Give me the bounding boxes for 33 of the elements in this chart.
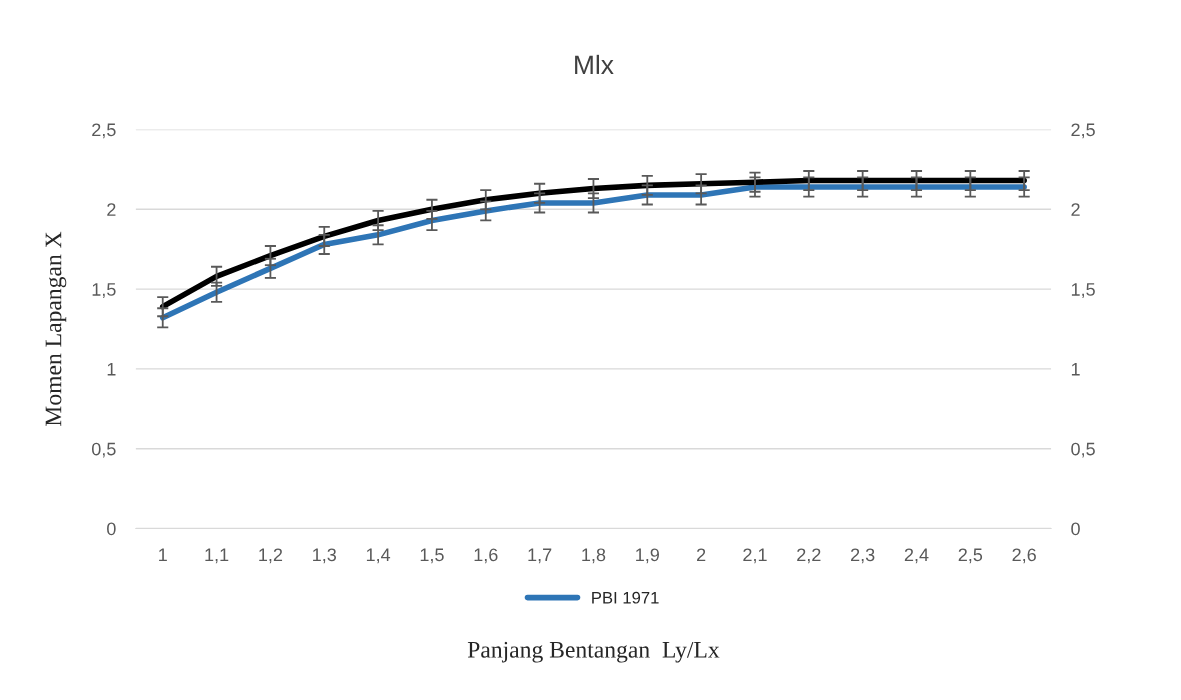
- x-axis-title: Panjang Bentangan Ly/Lx: [467, 641, 720, 663]
- y2-tick-label: 2: [1071, 203, 1080, 216]
- x-tick-label: 1,6: [474, 548, 498, 564]
- y-tick-label: 1: [107, 363, 116, 376]
- x-tick-label: 2,4: [904, 548, 929, 564]
- y2-tick-label: 1: [1071, 363, 1080, 376]
- y-axis-title: Momen Lapangan X: [45, 231, 67, 427]
- x-tick-label: 1,5: [420, 548, 444, 564]
- x-tick-label: 1: [159, 548, 167, 562]
- x-tick-label: 2,5: [958, 548, 983, 564]
- y2-tick-label: 0,5: [1071, 442, 1095, 458]
- y-tick-label: 0,5: [91, 442, 116, 458]
- y2-tick-label: 1,5: [1071, 283, 1095, 298]
- x-tick-label: 2,3: [851, 548, 875, 564]
- x-tick-label: 2,2: [797, 548, 821, 564]
- y-tick-label: 2,5: [92, 123, 116, 139]
- y2-tick-label: 2,5: [1071, 123, 1095, 139]
- x-tick-label: 2,6: [1012, 548, 1036, 564]
- x-tick-label: 1,2: [259, 548, 283, 564]
- legend-label: PBI 1971: [592, 591, 659, 604]
- y-tick-label: 2: [107, 203, 116, 216]
- x-tick-label: 1,9: [636, 548, 659, 564]
- y-tick-label: 1,5: [92, 283, 116, 298]
- x-tick-label: 1,7: [528, 548, 552, 564]
- y-tick-label: 0: [107, 522, 116, 536]
- x-tick-label: 1,4: [366, 548, 391, 564]
- x-tick-label: 1,1: [205, 548, 229, 564]
- x-tick-label: 2: [697, 548, 706, 562]
- chart-title: Mlx: [575, 54, 614, 74]
- x-tick-label: 1,3: [313, 548, 337, 564]
- x-tick-label: 2,1: [743, 548, 767, 564]
- x-tick-label: 1,8: [582, 548, 606, 564]
- y2-tick-label: 0: [1071, 522, 1080, 536]
